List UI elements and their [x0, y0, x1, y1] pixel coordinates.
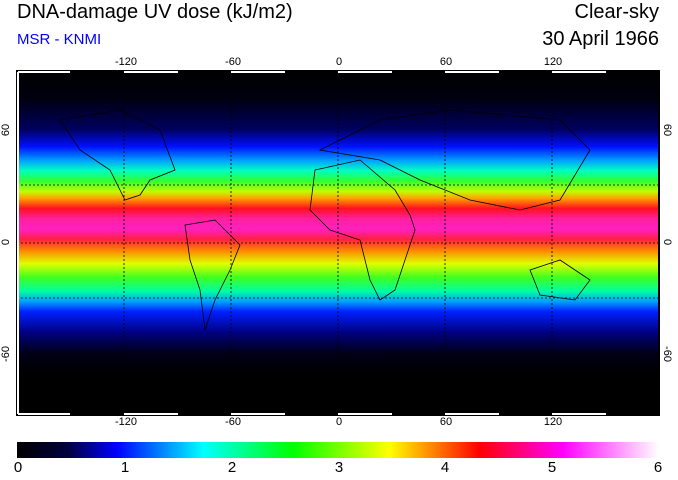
lon-tick-top: 120: [543, 56, 563, 68]
lon-tick-top: 0: [335, 56, 343, 68]
lon-tick-bottom: -120: [114, 416, 138, 428]
lon-tick-top: 60: [439, 56, 453, 68]
lat-tick-left: 60: [0, 123, 13, 137]
lat-tick-right: 0: [661, 238, 674, 246]
date-label: 30 April 1966: [542, 28, 659, 50]
lon-tick-bottom: 60: [439, 416, 453, 428]
lon-tick-bottom: 0: [335, 416, 343, 428]
colorbar-label: 3: [334, 459, 344, 476]
gridlines: [17, 71, 659, 415]
colorbar-label: 2: [227, 459, 237, 476]
map-title: DNA-damage UV dose (kJ/m2): [17, 1, 293, 23]
colorbar: [17, 442, 659, 458]
colorbar-label: 6: [653, 459, 663, 476]
lon-tick-top: -120: [114, 56, 138, 68]
lat-tick-left: 0: [0, 238, 13, 246]
colorbar-label: 1: [120, 459, 130, 476]
source-label: MSR - KNMI: [17, 31, 102, 48]
colorbar-label: 5: [547, 459, 557, 476]
map-frame: [16, 70, 660, 416]
lon-tick-top: -60: [225, 56, 241, 68]
colorbar-label: 0: [13, 459, 23, 476]
coastlines: [59, 109, 591, 331]
lat-tick-right: -60: [660, 346, 673, 362]
colorbar-label: 4: [440, 459, 450, 476]
lat-tick-left: -60: [0, 346, 12, 362]
lon-tick-bottom: -60: [225, 416, 241, 428]
condition-label: Clear-sky: [574, 1, 659, 23]
lon-tick-bottom: 120: [543, 416, 563, 428]
lat-tick-right: 60: [661, 123, 674, 137]
